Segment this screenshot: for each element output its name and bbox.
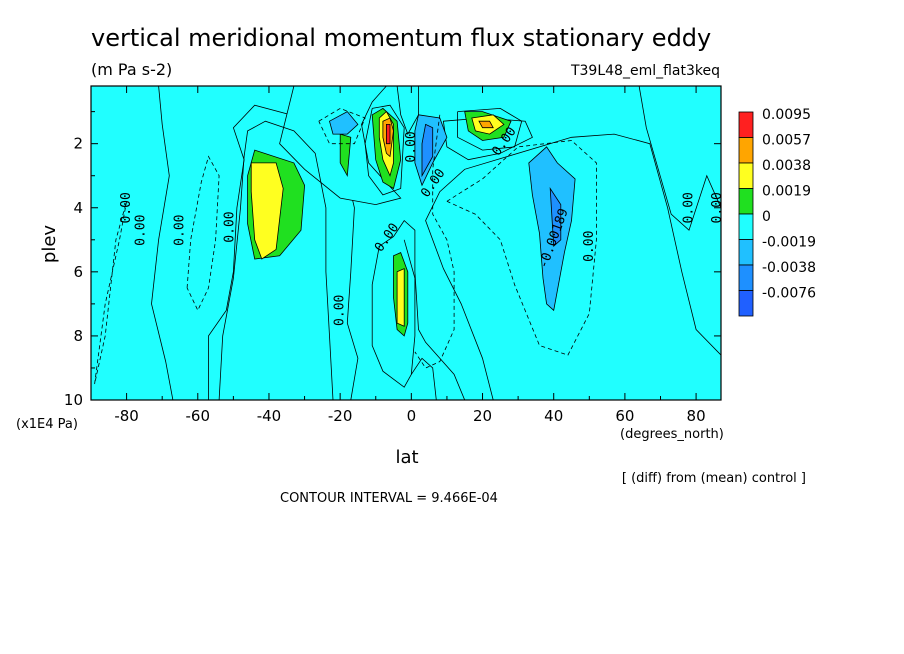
contour-line-5: [364, 104, 405, 196]
y-tick-label-2: 6: [73, 263, 83, 281]
legend-swatch-6: [738, 264, 754, 291]
legend-label-5: -0.0019: [762, 235, 816, 251]
x-tick-label-5: 20: [473, 407, 492, 425]
legend-label-3: 0.0019: [762, 184, 811, 200]
contour-interval: CONTOUR INTERVAL = 9.466E-04: [280, 491, 498, 506]
legend-swatch-4: [738, 213, 754, 240]
legend-swatch-7: [738, 290, 754, 317]
contour-region-17: [478, 120, 494, 129]
legend-swatch-0: [738, 111, 754, 138]
run-label: T39L48_eml_flat3keq: [570, 63, 720, 79]
contour-region-20: [329, 111, 359, 135]
y-tick-label-4: 10: [64, 391, 83, 409]
contour-region-7: [638, 86, 721, 231]
x-tick-label-1: -60: [186, 407, 211, 425]
x-axis: -80 -60 -40 -20 0 20 40 60 80: [114, 86, 706, 425]
contour-label-6: 0.00: [404, 131, 419, 162]
contour-line-7: [318, 107, 366, 145]
legend-label-4: 0: [762, 209, 771, 225]
x-tick-label-2: -40: [257, 407, 282, 425]
legend-swatch-3: [738, 188, 754, 215]
chart-units: (m Pa s-2): [91, 60, 172, 79]
y-tick-label-0: 2: [73, 135, 83, 153]
legend-label-1: 0.0057: [762, 133, 811, 149]
x-tick-label-6: 40: [544, 407, 563, 425]
contour-label-1: 0.00: [133, 215, 148, 246]
contour-label-2: 0.00: [172, 215, 187, 246]
chart-title: vertical meridional momentum flux statio…: [91, 24, 711, 52]
legend-swatch-5: [738, 239, 754, 266]
legend-swatch-1: [738, 137, 754, 164]
contour-label-11: 0.00: [681, 192, 696, 223]
contour-line-3: [414, 114, 455, 369]
y-tick-label-3: 8: [73, 327, 83, 345]
contour-region-6: [425, 133, 721, 400]
contour-label-4: 0.00: [333, 295, 348, 326]
contour-region-12: [385, 124, 391, 145]
contour-lines: [94, 104, 597, 400]
contour-region-0: [91, 86, 174, 400]
contour-region-22: [421, 123, 434, 178]
x-tick-label-3: -20: [328, 407, 353, 425]
legend-label-7: -0.0076: [762, 286, 816, 302]
x-axis-label: lat: [395, 447, 418, 468]
x-tick-label-4: 0: [407, 407, 417, 425]
contour-region-19: [396, 267, 405, 327]
footnote: [ (diff) from (mean) control ]: [622, 471, 806, 486]
contour-region-24: [549, 187, 562, 248]
y-axis-units: (x1E4 Pa): [16, 417, 78, 432]
legend-label-6: -0.0038: [762, 260, 816, 276]
legend-label-0: 0.0095: [762, 107, 811, 123]
contour-region-23: [528, 146, 576, 312]
contour-region-8: [339, 133, 352, 178]
contour-line-2: [94, 201, 127, 385]
y-axis-label: plev: [39, 225, 60, 264]
x-tick-label-0: -80: [114, 407, 139, 425]
contour-label-0: 0.00: [119, 192, 134, 223]
contour-region-14: [250, 162, 284, 260]
contour-line-0: [218, 120, 334, 400]
plot-frame: [90, 85, 722, 401]
contour-line-1: [186, 155, 220, 312]
y-tick-label-1: 4: [73, 199, 83, 217]
x-axis-units: (degrees_north): [620, 427, 724, 442]
legend: 0.0095 0.0057 0.0038 0.0019 0 -0.0019 -0.0038 -…: [738, 107, 816, 317]
contour-label-3: 0.00: [222, 211, 237, 242]
contour-line-8: [403, 239, 416, 375]
contour-label-10: 0.00: [582, 231, 597, 262]
legend-swatch-2: [738, 162, 754, 189]
legend-label-2: 0.0038: [762, 158, 811, 174]
contour-region-3: [396, 86, 419, 136]
y-axis: 2 4 6 8 10: [64, 111, 721, 409]
x-tick-label-8: 80: [687, 407, 706, 425]
x-tick-label-7: 60: [615, 407, 634, 425]
contour-line-6: [457, 107, 523, 151]
